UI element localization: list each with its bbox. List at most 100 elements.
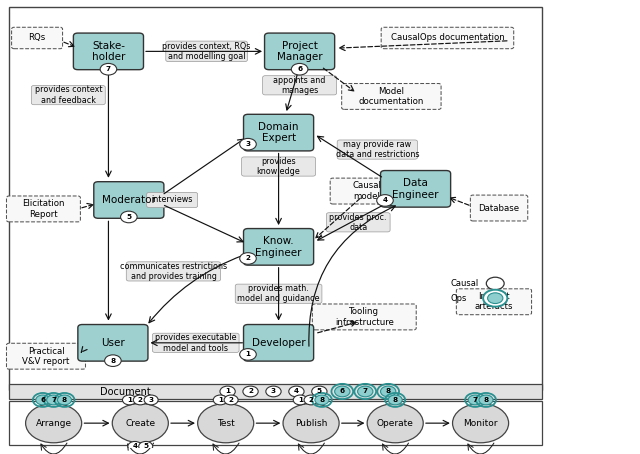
FancyBboxPatch shape [74, 33, 143, 69]
Text: 8: 8 [386, 389, 391, 395]
FancyBboxPatch shape [456, 289, 532, 315]
Circle shape [377, 195, 394, 206]
Text: 5: 5 [126, 214, 131, 220]
Text: 8: 8 [62, 397, 67, 403]
Text: 3: 3 [148, 397, 154, 403]
FancyBboxPatch shape [31, 85, 105, 105]
Text: communicates restrictions
and provides training: communicates restrictions and provides t… [120, 262, 227, 281]
Circle shape [452, 404, 509, 443]
Circle shape [483, 290, 508, 306]
Circle shape [289, 386, 304, 397]
Circle shape [367, 404, 423, 443]
Circle shape [104, 355, 121, 366]
Circle shape [486, 277, 504, 290]
Circle shape [144, 395, 158, 405]
Text: Data
Engineer: Data Engineer [392, 178, 439, 200]
Text: Document: Document [100, 387, 151, 397]
FancyBboxPatch shape [244, 114, 314, 151]
Text: provides proc.
data: provides proc. data [330, 212, 387, 232]
Circle shape [122, 395, 136, 405]
FancyBboxPatch shape [381, 171, 451, 207]
Text: Implicit
artefacts: Implicit artefacts [475, 292, 513, 311]
Circle shape [112, 404, 168, 443]
Circle shape [315, 395, 329, 405]
Circle shape [312, 386, 327, 397]
Circle shape [468, 395, 482, 405]
Circle shape [293, 395, 307, 405]
FancyBboxPatch shape [381, 27, 514, 49]
FancyBboxPatch shape [94, 182, 164, 218]
Text: 4: 4 [294, 389, 299, 395]
Text: Arrange: Arrange [36, 419, 72, 428]
Circle shape [100, 64, 116, 75]
Text: provides
knowledge: provides knowledge [257, 157, 300, 176]
Text: Stake-
holder: Stake- holder [92, 40, 125, 62]
FancyBboxPatch shape [78, 325, 148, 361]
Circle shape [304, 395, 318, 405]
Text: 1: 1 [246, 351, 250, 357]
Text: CausalOps documentation: CausalOps documentation [390, 34, 504, 43]
Text: 1: 1 [298, 397, 303, 403]
Text: Elicitation
Report: Elicitation Report [22, 199, 65, 219]
FancyBboxPatch shape [147, 192, 198, 207]
Text: 5: 5 [143, 444, 148, 449]
Circle shape [243, 386, 258, 397]
Text: Tooling
infrastructure: Tooling infrastructure [335, 307, 394, 326]
FancyBboxPatch shape [6, 196, 81, 222]
FancyBboxPatch shape [470, 195, 528, 221]
Circle shape [26, 404, 82, 443]
Text: 7: 7 [363, 389, 368, 395]
Text: may provide raw
data and restrictions: may provide raw data and restrictions [335, 140, 419, 159]
Text: Practical
V&V report: Practical V&V report [22, 346, 70, 366]
FancyBboxPatch shape [244, 325, 314, 361]
Text: 8: 8 [319, 397, 324, 403]
Circle shape [139, 441, 153, 451]
FancyBboxPatch shape [152, 333, 239, 352]
Circle shape [479, 395, 493, 405]
Text: Test: Test [217, 419, 235, 428]
FancyBboxPatch shape [126, 262, 221, 281]
Text: 1: 1 [127, 397, 132, 403]
Circle shape [240, 253, 256, 264]
Circle shape [213, 395, 227, 405]
Text: Developer: Developer [252, 338, 305, 348]
Text: 7: 7 [473, 397, 477, 403]
Text: 1: 1 [218, 397, 223, 403]
Circle shape [58, 395, 72, 405]
Text: Causal: Causal [451, 279, 479, 288]
Text: Domain
Expert: Domain Expert [259, 122, 299, 143]
Text: 7: 7 [106, 66, 111, 72]
Text: Publish: Publish [295, 419, 327, 428]
FancyBboxPatch shape [12, 27, 63, 49]
Text: 6: 6 [340, 389, 345, 395]
Text: Know.
Engineer: Know. Engineer [255, 236, 302, 258]
Text: Operate: Operate [377, 419, 413, 428]
FancyBboxPatch shape [342, 84, 441, 109]
Circle shape [240, 349, 256, 360]
Text: 2: 2 [228, 397, 234, 403]
Circle shape [488, 293, 503, 304]
Text: provides math.
model and guidance: provides math. model and guidance [237, 284, 320, 303]
Text: Database: Database [479, 203, 520, 212]
Circle shape [224, 395, 238, 405]
Circle shape [198, 404, 253, 443]
FancyBboxPatch shape [330, 178, 404, 204]
FancyBboxPatch shape [9, 7, 541, 390]
FancyBboxPatch shape [236, 284, 322, 303]
Text: provides context, RQs
and modelling goal: provides context, RQs and modelling goal [163, 42, 251, 61]
FancyBboxPatch shape [242, 157, 316, 176]
Text: 5: 5 [317, 389, 322, 395]
Text: 8: 8 [110, 358, 115, 364]
Text: 2: 2 [248, 389, 253, 395]
Circle shape [358, 386, 373, 397]
Text: 1: 1 [225, 389, 230, 395]
Text: interviews: interviews [152, 196, 193, 204]
Circle shape [120, 211, 137, 223]
Text: 4: 4 [132, 444, 138, 449]
Text: User: User [101, 338, 125, 348]
Text: Ops: Ops [451, 294, 467, 303]
Text: provides executable
model and tools: provides executable model and tools [155, 333, 237, 352]
Circle shape [133, 395, 147, 405]
Text: 3: 3 [246, 141, 250, 147]
FancyBboxPatch shape [9, 401, 541, 445]
